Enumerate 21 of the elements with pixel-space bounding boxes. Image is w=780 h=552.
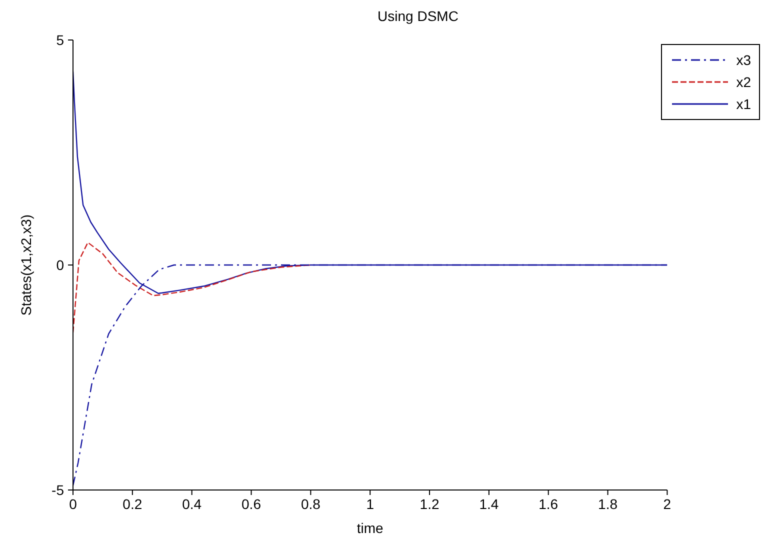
x-tick-label: 0 — [69, 496, 78, 512]
y-tick-label: -5 — [52, 482, 64, 498]
x-tick-label: 0.2 — [122, 496, 142, 512]
line-series — [73, 242, 312, 334]
x-tick-label: 1.6 — [538, 496, 558, 512]
x-tick-label: 1 — [366, 496, 374, 512]
x-axis-title: time — [356, 520, 384, 536]
legend-label: x2 — [736, 74, 751, 90]
y-tick-label: 5 — [56, 32, 64, 48]
x-tick-label: 0.6 — [242, 496, 262, 512]
y-tick-label: 0 — [56, 256, 64, 273]
x-tick-label: 1.2 — [420, 496, 440, 512]
x-tick-label: 0.8 — [300, 496, 321, 512]
x-tick-label: 1.8 — [598, 496, 618, 512]
x-tick-label: 0.4 — [182, 496, 202, 512]
legend-label: x1 — [736, 96, 751, 112]
x-tick-label: 1.4 — [479, 496, 499, 512]
legend-label: x3 — [736, 52, 751, 68]
chart-title: Using DSMC — [376, 8, 460, 26]
x-tick-label: 2 — [663, 496, 672, 512]
y-axis-title: States(x1,x2,x3) — [18, 214, 34, 316]
